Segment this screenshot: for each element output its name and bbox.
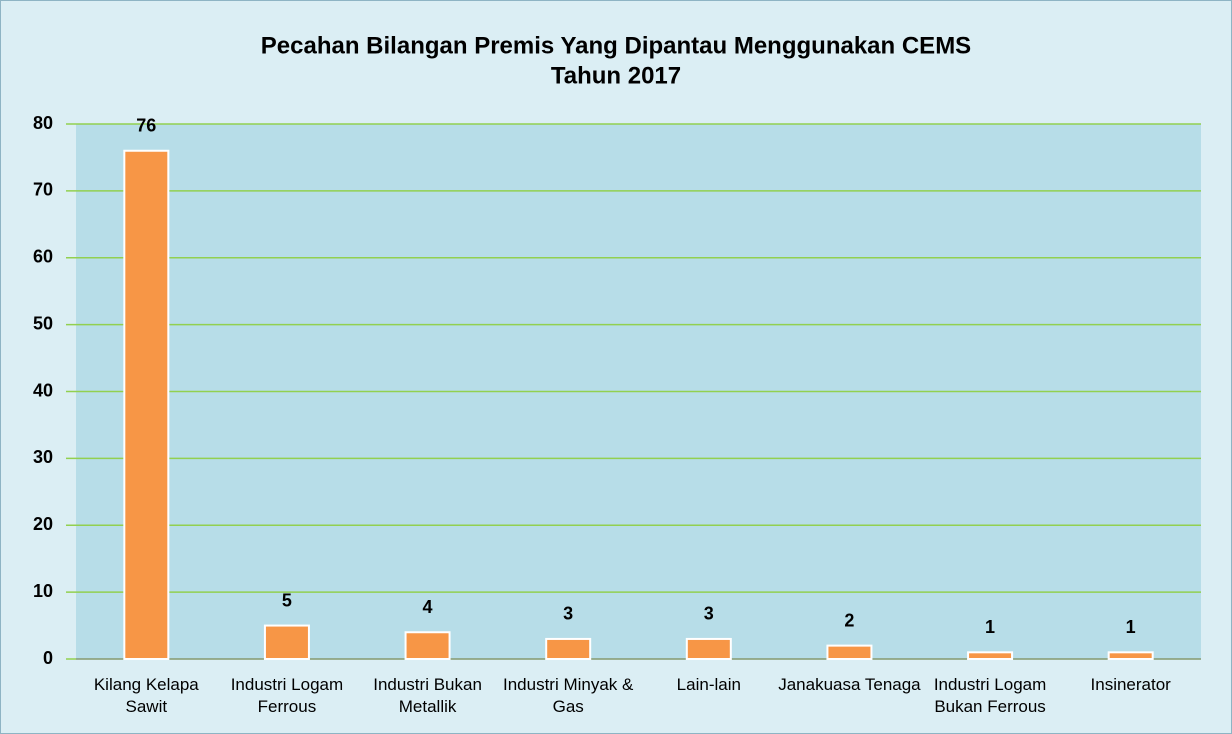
data-label: 1: [985, 617, 995, 637]
bar: [545, 637, 592, 660]
x-tick-label: Industri Minyak & Gas: [502, 675, 634, 716]
data-label: 5: [282, 590, 292, 610]
x-tick-label: Lain-lain: [676, 675, 741, 694]
data-label: 3: [563, 604, 573, 624]
bar: [404, 631, 451, 660]
y-tick-label: 30: [33, 447, 53, 467]
chart-title: Pecahan Bilangan Premis Yang Dipantau Me…: [261, 32, 971, 59]
data-label: 1: [1126, 617, 1136, 637]
y-tick-label: 60: [33, 247, 53, 267]
y-tick-label: 70: [33, 180, 53, 200]
data-label: 2: [844, 610, 854, 630]
data-label: 76: [136, 116, 156, 136]
y-tick-label: 20: [33, 514, 53, 534]
x-tick-label: Kilang Kelapa Sawit: [93, 675, 199, 716]
x-tick-label: Industri Logam Bukan Ferrous: [933, 675, 1047, 716]
bar: [263, 624, 310, 660]
bar: [1107, 651, 1154, 660]
x-tick-label: Industri Logam Ferrous: [230, 675, 344, 716]
chart-subtitle: Tahun 2017: [551, 62, 681, 89]
y-tick-label: 40: [33, 380, 53, 400]
data-label: 4: [423, 597, 433, 617]
x-tick-label: Janakuasa Tenaga: [778, 675, 921, 694]
bar: [967, 651, 1014, 660]
y-tick-label: 80: [33, 113, 53, 133]
bar: [685, 637, 732, 660]
y-tick-label: 10: [33, 581, 53, 601]
bar: [123, 149, 170, 660]
bar: [826, 644, 873, 660]
y-tick-label: 50: [33, 313, 53, 333]
data-label: 3: [704, 604, 714, 624]
x-tick-label: Industri Bukan Metallik: [373, 675, 482, 716]
y-tick-label: 0: [43, 648, 53, 668]
x-tick-label: Insinerator: [1090, 675, 1171, 694]
